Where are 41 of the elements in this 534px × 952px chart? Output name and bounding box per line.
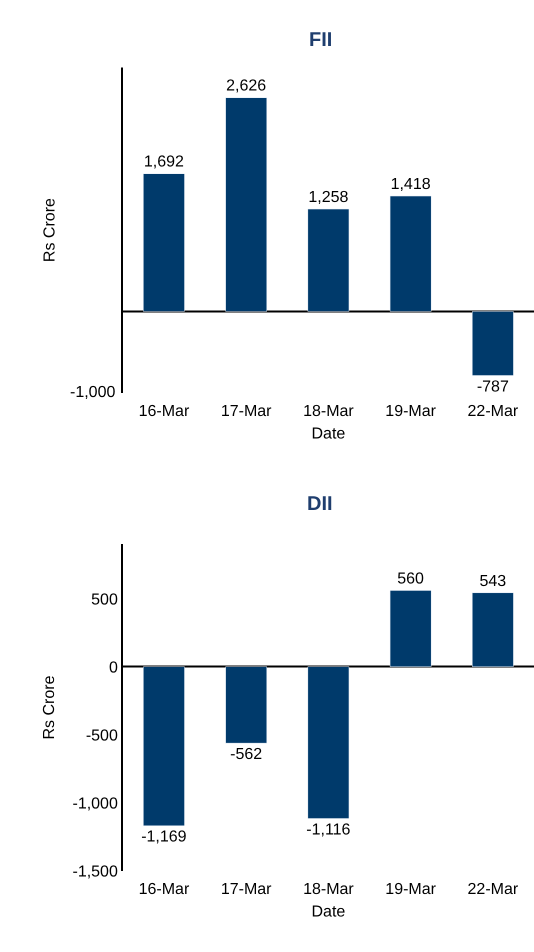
x-tick-label: 19-Mar (385, 402, 437, 420)
data-label: -562 (230, 746, 262, 764)
y-tick-label: 500 (91, 591, 118, 608)
y-tick-label: -500 (86, 727, 118, 744)
x-tick-label: 18-Mar (303, 880, 354, 898)
chart-title: FII (309, 29, 332, 51)
x-tick-label: 16-Mar (138, 402, 190, 420)
bar (143, 173, 185, 312)
bar (143, 666, 185, 826)
y-tick-label: -1,500 (72, 863, 118, 880)
x-tick-label: 19-Mar (385, 880, 437, 898)
bar (472, 311, 514, 376)
data-label: 2,626 (226, 78, 266, 95)
y-tick-label: 0 (108, 659, 118, 676)
chart-title: DII (307, 493, 333, 515)
x-tick-label: 16-Mar (138, 880, 190, 898)
y-axis-title: Rs Crore (41, 198, 58, 262)
x-axis-title: Date (312, 426, 346, 443)
y-tick-label: -1,000 (72, 795, 118, 812)
data-label: 560 (397, 570, 424, 588)
data-label: 1,692 (144, 154, 184, 171)
x-tick-label: 18-Mar (303, 402, 354, 420)
bar (308, 666, 350, 819)
x-tick-label: 22-Mar (468, 880, 519, 898)
bar (472, 592, 514, 667)
bar (390, 590, 432, 667)
x-tick-label: 17-Mar (220, 402, 272, 420)
bar (308, 208, 350, 312)
bar (225, 97, 267, 312)
data-label: 1,418 (390, 176, 431, 194)
data-label: 543 (479, 572, 506, 590)
y-axis-title: Rs Crore (40, 675, 58, 740)
bar (390, 196, 432, 312)
x-tick-label: 22-Mar (468, 402, 519, 420)
data-label: -1,169 (141, 828, 187, 846)
data-label: -787 (476, 378, 509, 396)
x-axis-title: Date (312, 903, 346, 920)
data-label: 1,258 (308, 189, 348, 206)
bar (225, 666, 267, 744)
data-label: -1,116 (306, 822, 351, 839)
x-tick-label: 17-Mar (220, 880, 272, 898)
